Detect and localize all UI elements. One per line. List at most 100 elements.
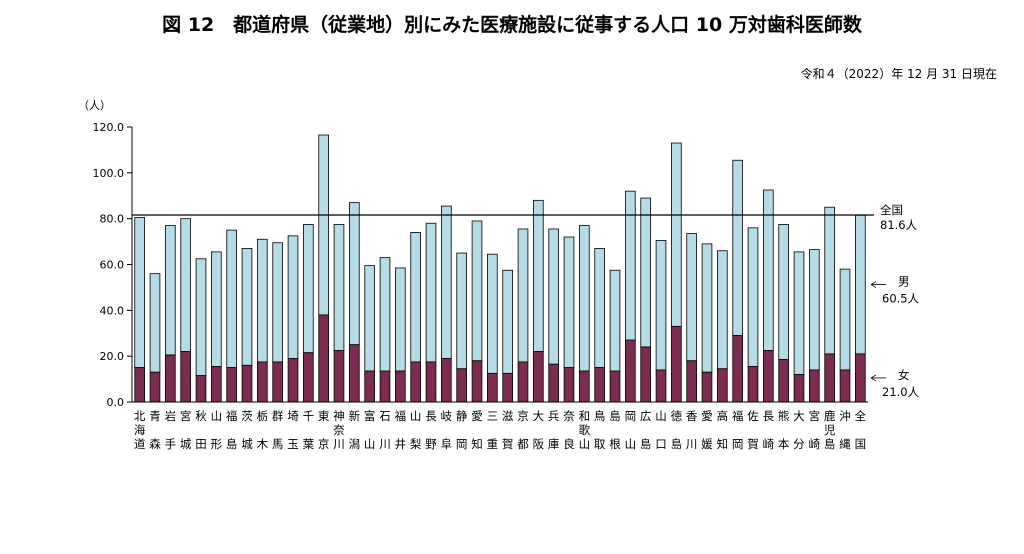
category-label: 香 (686, 409, 698, 423)
category-label: 滋 (502, 409, 514, 423)
category-label: 青 (149, 409, 161, 423)
category-label: 国 (855, 437, 867, 451)
category-label: 高 (717, 409, 729, 423)
category-label: 城 (180, 437, 192, 451)
bar-female (701, 371, 713, 403)
category-label: 奈 (333, 423, 345, 437)
bar-male (134, 217, 145, 369)
category-label: 岡 (456, 437, 468, 451)
category-label: 鹿 (824, 409, 836, 423)
y-tick-label: 60.0 (100, 259, 125, 272)
bar-female (149, 371, 161, 403)
category-label: 島 (226, 437, 238, 451)
bar-male (763, 189, 774, 351)
category-label: 福 (226, 409, 238, 423)
bar-female (579, 370, 590, 403)
category-label: 秋 (195, 409, 207, 423)
bar-male (517, 228, 529, 363)
category-label: 縄 (839, 437, 851, 451)
bar-female (333, 350, 345, 403)
bar-male (318, 134, 329, 316)
category-label: 福 (732, 409, 744, 423)
category-label: 口 (655, 437, 667, 451)
y-axis-unit: （人） (78, 99, 111, 112)
bar-male (640, 197, 651, 348)
bar-female (563, 367, 575, 403)
category-label: 群 (272, 409, 284, 423)
bar-male (686, 233, 697, 362)
bar-male (655, 240, 667, 371)
bar-female (533, 351, 544, 403)
bar-male (410, 232, 421, 363)
bar-female (839, 369, 851, 403)
bar-female (349, 344, 360, 403)
category-label: 岡 (732, 437, 744, 451)
category-label: 道 (134, 437, 146, 451)
category-label: 城 (241, 437, 253, 451)
y-tick-label: 40.0 (100, 304, 125, 317)
category-label: 本 (778, 437, 790, 451)
bar-female (241, 364, 253, 403)
bar-male (671, 142, 682, 327)
category-label: 新 (349, 409, 361, 423)
category-label: 梨 (410, 437, 422, 451)
bar-female (809, 369, 820, 403)
category-label: 東 (318, 409, 330, 423)
bar-male (195, 258, 207, 377)
bar-male (609, 269, 621, 372)
bar-female (395, 370, 406, 403)
category-label: 川 (333, 437, 345, 451)
category-label: 知 (717, 437, 729, 451)
female-annotation-label: 女 (898, 368, 910, 382)
bar-male (747, 227, 759, 367)
bar-female (318, 314, 329, 403)
bar-female (410, 361, 421, 403)
category-label: 庫 (548, 437, 560, 451)
category-label: 都 (517, 437, 529, 451)
bar-female (548, 363, 559, 403)
category-label: 神 (333, 409, 345, 423)
category-label: 葉 (303, 437, 315, 451)
category-label: 馬 (272, 437, 284, 451)
bar-male (839, 268, 851, 371)
category-label: 山 (211, 409, 223, 423)
category-label: 三 (487, 409, 499, 423)
bar-female (732, 335, 743, 403)
category-label: 児 (824, 423, 836, 437)
bar-male (349, 202, 360, 346)
category-label: 潟 (349, 437, 361, 451)
y-tick-label: 80.0 (100, 213, 125, 226)
bar-male (441, 205, 452, 359)
bar-male (793, 251, 805, 375)
category-label: 賀 (747, 437, 759, 451)
y-tick-label: 120.0 (93, 121, 125, 134)
category-label: 玉 (287, 437, 299, 451)
axes: 0.0 20.0 40.0 60.0 80.0 100.0 120.0 (93, 121, 868, 409)
category-label: 広 (640, 409, 652, 423)
category-label: 崎 (763, 437, 775, 451)
bar-male (257, 238, 268, 363)
category-label: 山 (579, 437, 591, 451)
category-label: 宮 (809, 409, 821, 423)
category-label: 長 (425, 409, 437, 423)
category-label: 鳥 (594, 409, 606, 423)
bar-female (609, 370, 621, 403)
category-label: 熊 (778, 409, 790, 423)
category-label: 長 (763, 409, 775, 423)
category-label: 岡 (625, 409, 637, 423)
bar-female (456, 368, 467, 403)
category-label: 知 (471, 437, 483, 451)
bar-female (686, 360, 697, 403)
male-annotation-value: 60.5人 (882, 292, 920, 306)
category-label: 島 (609, 409, 621, 423)
category-label: 徳 (671, 409, 683, 423)
category-label: 賀 (502, 437, 514, 451)
category-label: 山 (364, 437, 376, 451)
bar-male (287, 235, 299, 359)
bar-female (855, 353, 866, 403)
bar-female (517, 361, 529, 403)
bar-male (732, 159, 743, 336)
category-label: 田 (195, 437, 207, 451)
